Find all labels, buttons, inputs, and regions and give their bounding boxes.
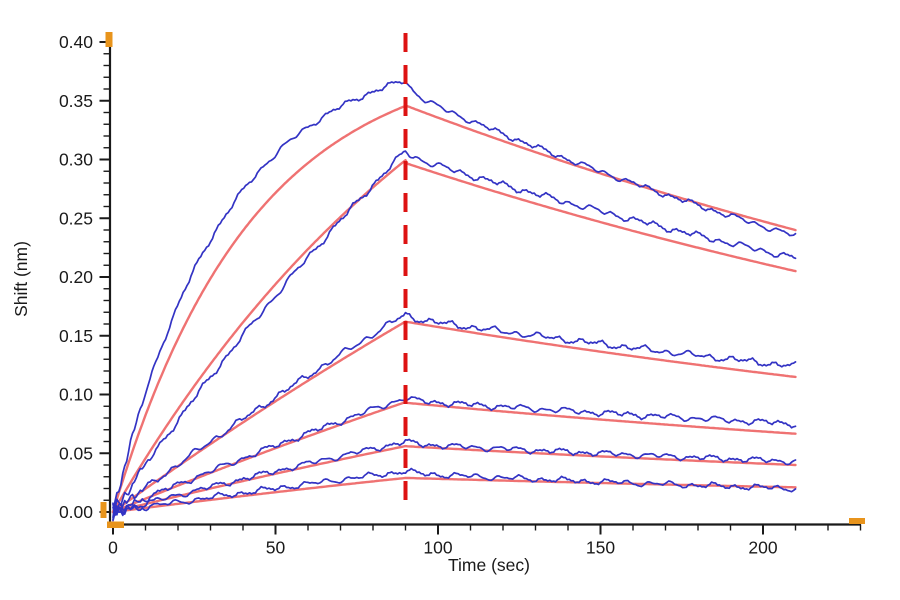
x-tick-label: 50	[266, 538, 286, 558]
x-axis-range-marker-right-handle[interactable]	[849, 518, 865, 524]
y-axis-title: Shift (nm)	[11, 241, 31, 317]
data-trace-1	[112, 80, 797, 519]
y-tick-label: 0.30	[59, 150, 93, 170]
x-tick-label: 150	[586, 538, 615, 558]
fit-trace-1	[111, 104, 797, 514]
y-axis-range-marker-top-handle[interactable]	[105, 32, 113, 47]
y-tick-label: 0.40	[59, 32, 93, 52]
data-trace-5	[112, 438, 797, 517]
y-tick-label: 0.00	[59, 502, 93, 522]
data-trace-2	[112, 150, 797, 521]
y-axis-tick-labels: 0.00 0.05 0.10 0.15 0.20 0.25 0.30 0.35 0.40	[59, 32, 93, 522]
axis-range-markers	[100, 32, 865, 529]
data-trace-3	[112, 311, 797, 522]
y-tick-label: 0.10	[59, 385, 93, 405]
x-axis-tick-labels: 0 50 100 150 200	[108, 538, 778, 558]
x-tick-label: 100	[423, 538, 452, 558]
curves-layer	[111, 80, 797, 522]
x-axis-ticks	[112, 524, 862, 535]
x-axis-range-marker-left-handle[interactable]	[107, 521, 124, 529]
y-tick-label: 0.20	[59, 267, 93, 287]
fit-trace-2	[111, 159, 797, 514]
y-axis-range-marker-bottom-handle[interactable]	[100, 502, 107, 518]
data-trace-6	[112, 467, 797, 516]
x-axis-title: Time (sec)	[448, 555, 530, 575]
data-trace-4	[112, 396, 797, 515]
y-tick-label: 0.15	[59, 326, 93, 346]
y-tick-label: 0.35	[59, 91, 93, 111]
y-axis-ticks	[99, 41, 110, 513]
x-tick-label: 200	[748, 538, 777, 558]
axes-layer	[108, 32, 861, 526]
y-tick-label: 0.05	[59, 443, 93, 463]
fit-trace-6	[111, 476, 797, 514]
x-tick-label: 0	[108, 538, 118, 558]
fit-trace-4	[111, 400, 797, 514]
y-tick-label: 0.25	[59, 208, 93, 228]
